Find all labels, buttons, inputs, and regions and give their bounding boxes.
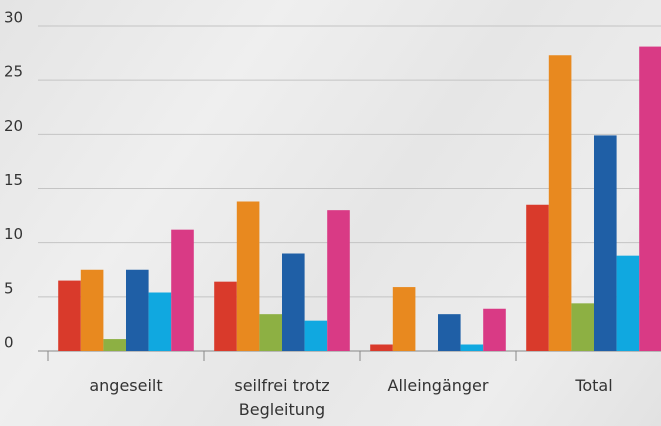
- bar: [126, 269, 149, 351]
- bar: [483, 308, 506, 351]
- y-tick-label: 10: [4, 225, 23, 243]
- bar: [639, 46, 661, 351]
- bar: [236, 201, 260, 351]
- x-tick-label: Total: [575, 376, 613, 395]
- bar: [103, 339, 126, 351]
- bar: [594, 135, 617, 351]
- bar: [58, 280, 81, 351]
- y-tick-label: 5: [4, 279, 14, 297]
- y-tick-label: 25: [4, 63, 23, 81]
- bar: [460, 344, 484, 351]
- x-tick-label: seilfrei trotz Begleitung: [234, 376, 330, 419]
- y-tick-label: 0: [4, 334, 14, 352]
- bar: [438, 314, 461, 351]
- bar: [304, 320, 328, 351]
- bar: [171, 229, 194, 351]
- bar: [282, 253, 305, 351]
- y-tick-label: 15: [4, 171, 23, 189]
- bar: [392, 287, 416, 351]
- x-tick-label: angeseilt: [89, 376, 163, 395]
- bar: [571, 303, 594, 351]
- bar: [259, 314, 282, 351]
- bar: [327, 210, 350, 351]
- y-tick-label: 30: [4, 9, 23, 27]
- bar: [214, 281, 237, 351]
- bar: [370, 344, 393, 351]
- x-tick-label: Alleingänger: [387, 376, 489, 395]
- bar: [526, 204, 549, 351]
- bar: [80, 269, 104, 351]
- bar: [616, 255, 640, 351]
- bar: [548, 55, 572, 351]
- bar: [148, 292, 172, 351]
- y-tick-label: 20: [4, 117, 23, 135]
